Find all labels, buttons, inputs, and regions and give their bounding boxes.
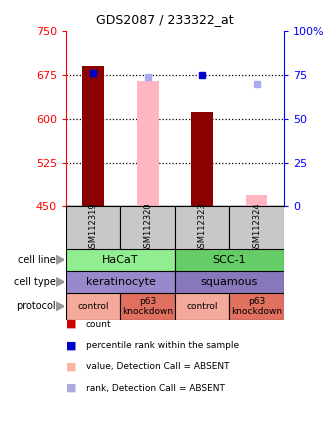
Text: squamous: squamous	[201, 277, 258, 287]
Bar	[120, 206, 175, 249]
Text: GDS2087 / 233322_at: GDS2087 / 233322_at	[96, 13, 234, 26]
Bar	[175, 271, 284, 293]
Polygon shape	[56, 278, 64, 286]
Bar	[120, 293, 175, 320]
Text: count: count	[86, 320, 112, 329]
Text: ■: ■	[66, 319, 77, 329]
Bar	[229, 206, 284, 249]
Bar	[66, 206, 120, 249]
Bar	[66, 271, 175, 293]
Text: rank, Detection Call = ABSENT: rank, Detection Call = ABSENT	[86, 384, 225, 392]
Bar	[246, 195, 267, 206]
Text: HaCaT: HaCaT	[102, 255, 139, 265]
Bar	[175, 293, 229, 320]
Text: control: control	[78, 302, 109, 311]
Bar	[82, 66, 104, 206]
Bar	[229, 293, 284, 320]
Text: GSM112323: GSM112323	[198, 202, 207, 253]
Text: value, Detection Call = ABSENT: value, Detection Call = ABSENT	[86, 362, 229, 371]
Bar	[191, 112, 213, 206]
Text: GSM112319: GSM112319	[89, 202, 98, 253]
Text: cell type: cell type	[14, 277, 56, 287]
Bar	[175, 206, 229, 249]
Polygon shape	[56, 255, 64, 264]
Bar	[137, 81, 158, 206]
Text: percentile rank within the sample: percentile rank within the sample	[86, 341, 239, 350]
Text: cell line: cell line	[18, 255, 56, 265]
Bar	[66, 293, 120, 320]
Text: SCC-1: SCC-1	[213, 255, 246, 265]
Bar	[175, 249, 284, 271]
Text: GSM112320: GSM112320	[143, 202, 152, 253]
Text: keratinocyte: keratinocyte	[85, 277, 155, 287]
Text: ■: ■	[66, 341, 77, 350]
Bar	[66, 249, 175, 271]
Text: p63
knockdown: p63 knockdown	[122, 297, 173, 316]
Text: control: control	[186, 302, 218, 311]
Text: ■: ■	[66, 362, 77, 372]
Text: protocol: protocol	[16, 301, 56, 311]
Polygon shape	[56, 302, 64, 311]
Text: ■: ■	[66, 383, 77, 393]
Text: GSM112324: GSM112324	[252, 202, 261, 253]
Text: p63
knockdown: p63 knockdown	[231, 297, 282, 316]
